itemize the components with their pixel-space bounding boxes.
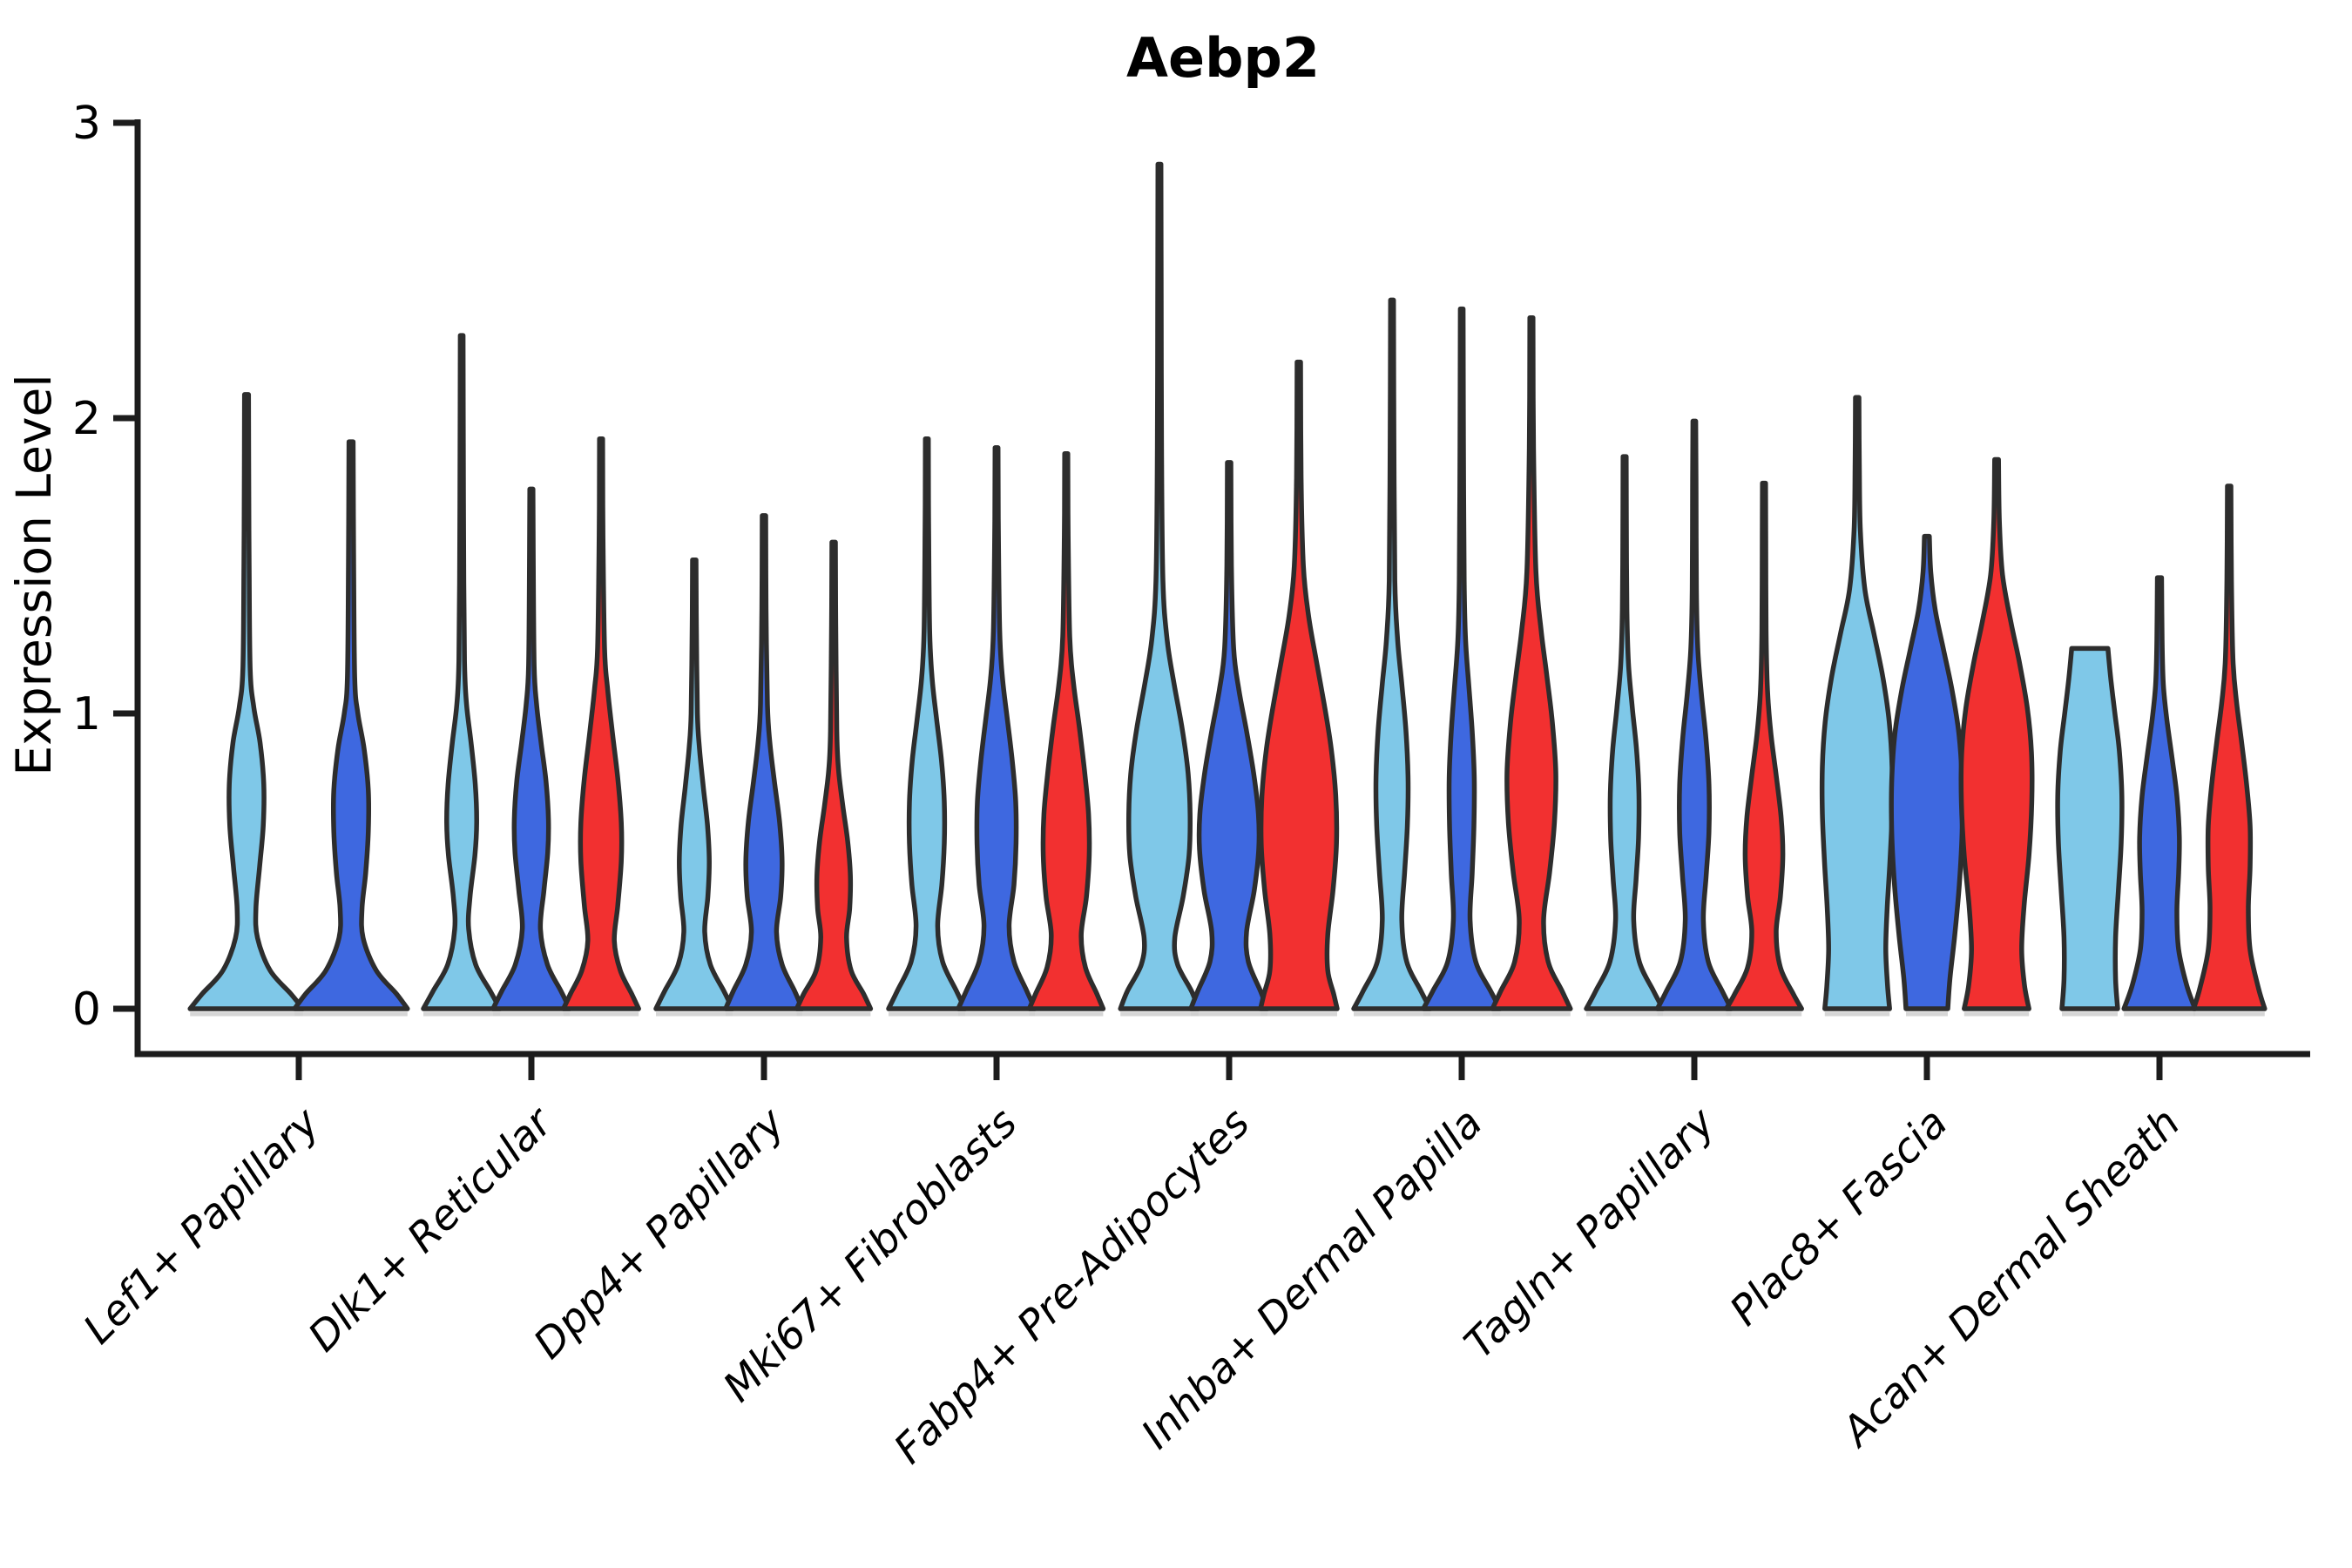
violin-group-fabp4-pre-adipocytes [1118, 161, 1340, 1011]
violin-acan-dermal-sheath-split3 [2191, 483, 2268, 1011]
violin-lef1-papillary-split2 [292, 439, 410, 1011]
violin-dpp4-papillary-split2 [723, 513, 805, 1011]
x-tick-label-plac8-fascia: Plac8+ Fascia [1720, 1099, 1957, 1335]
violin-fabp4-pre-adipocytes-split3 [1258, 359, 1340, 1011]
violin-group-lef1-papillary [187, 392, 410, 1011]
violin-tagln-papillary-split1 [1584, 454, 1666, 1011]
violin-dlk1-reticular-split1 [421, 333, 503, 1011]
violin-tagln-papillary-split2 [1654, 418, 1734, 1011]
x-tick-label-lef1-papillary: Lef1+ Papillary [74, 1098, 329, 1354]
violin-dpp4-papillary-split3 [794, 539, 874, 1011]
x-tick-label-dlk1-reticular: Dlk1+ Reticular [300, 1098, 564, 1362]
violin-inhba-dermal-papilla-split1 [1351, 297, 1433, 1011]
violin-mki67-fibroblasts-split3 [1026, 450, 1106, 1011]
violin-mki67-fibroblasts-split2 [956, 445, 1037, 1011]
violin-group-tagln-papillary [1584, 418, 1804, 1011]
violin-acan-dermal-sheath-split1 [2055, 645, 2125, 1011]
violin-group-mki67-fibroblasts [886, 436, 1106, 1011]
violin-tagln-papillary-split3 [1724, 480, 1804, 1011]
violin-plac8-fascia-split2 [1889, 533, 1965, 1011]
chart-title: Aebp2 [1126, 26, 1320, 90]
violin-group-acan-dermal-sheath [2055, 483, 2268, 1011]
x-tick-label-tagln-papillary: Tagln+ Papillary [1456, 1098, 1726, 1369]
y-tick-label-0: 0 [72, 983, 101, 1036]
x-tick-label-dpp4-papillary: Dpp4+ Papillary [524, 1098, 794, 1369]
violin-dlk1-reticular-split3 [561, 436, 641, 1011]
y-tick-label-1: 1 [72, 688, 101, 740]
violins [187, 161, 2268, 1011]
violin-inhba-dermal-papilla-split3 [1490, 314, 1573, 1011]
axes [113, 119, 2310, 1080]
violin-plac8-fascia-split1 [1819, 395, 1896, 1011]
violin-plac8-fascia-split3 [1958, 456, 2035, 1011]
violin-lef1-papillary-split1 [187, 392, 306, 1011]
y-axis-label: Expression Level [6, 374, 62, 775]
violin-dpp4-papillary-split1 [653, 557, 735, 1011]
violin-fabp4-pre-adipocytes-split2 [1188, 460, 1270, 1011]
violin-group-inhba-dermal-papilla [1351, 297, 1573, 1011]
violin-group-dpp4-papillary [653, 513, 874, 1011]
violin-inhba-dermal-papilla-split2 [1421, 306, 1503, 1011]
violin-mki67-fibroblasts-split1 [886, 436, 968, 1011]
violin-fabp4-pre-adipocytes-split1 [1118, 161, 1201, 1011]
y-tick-label-3: 3 [72, 98, 101, 150]
violin-dlk1-reticular-split2 [490, 486, 572, 1011]
violin-group-dlk1-reticular [421, 333, 641, 1011]
violin-acan-dermal-sheath-split2 [2121, 575, 2198, 1011]
violin-group-plac8-fascia [1819, 395, 2035, 1011]
y-tick-label-2: 2 [72, 393, 101, 445]
